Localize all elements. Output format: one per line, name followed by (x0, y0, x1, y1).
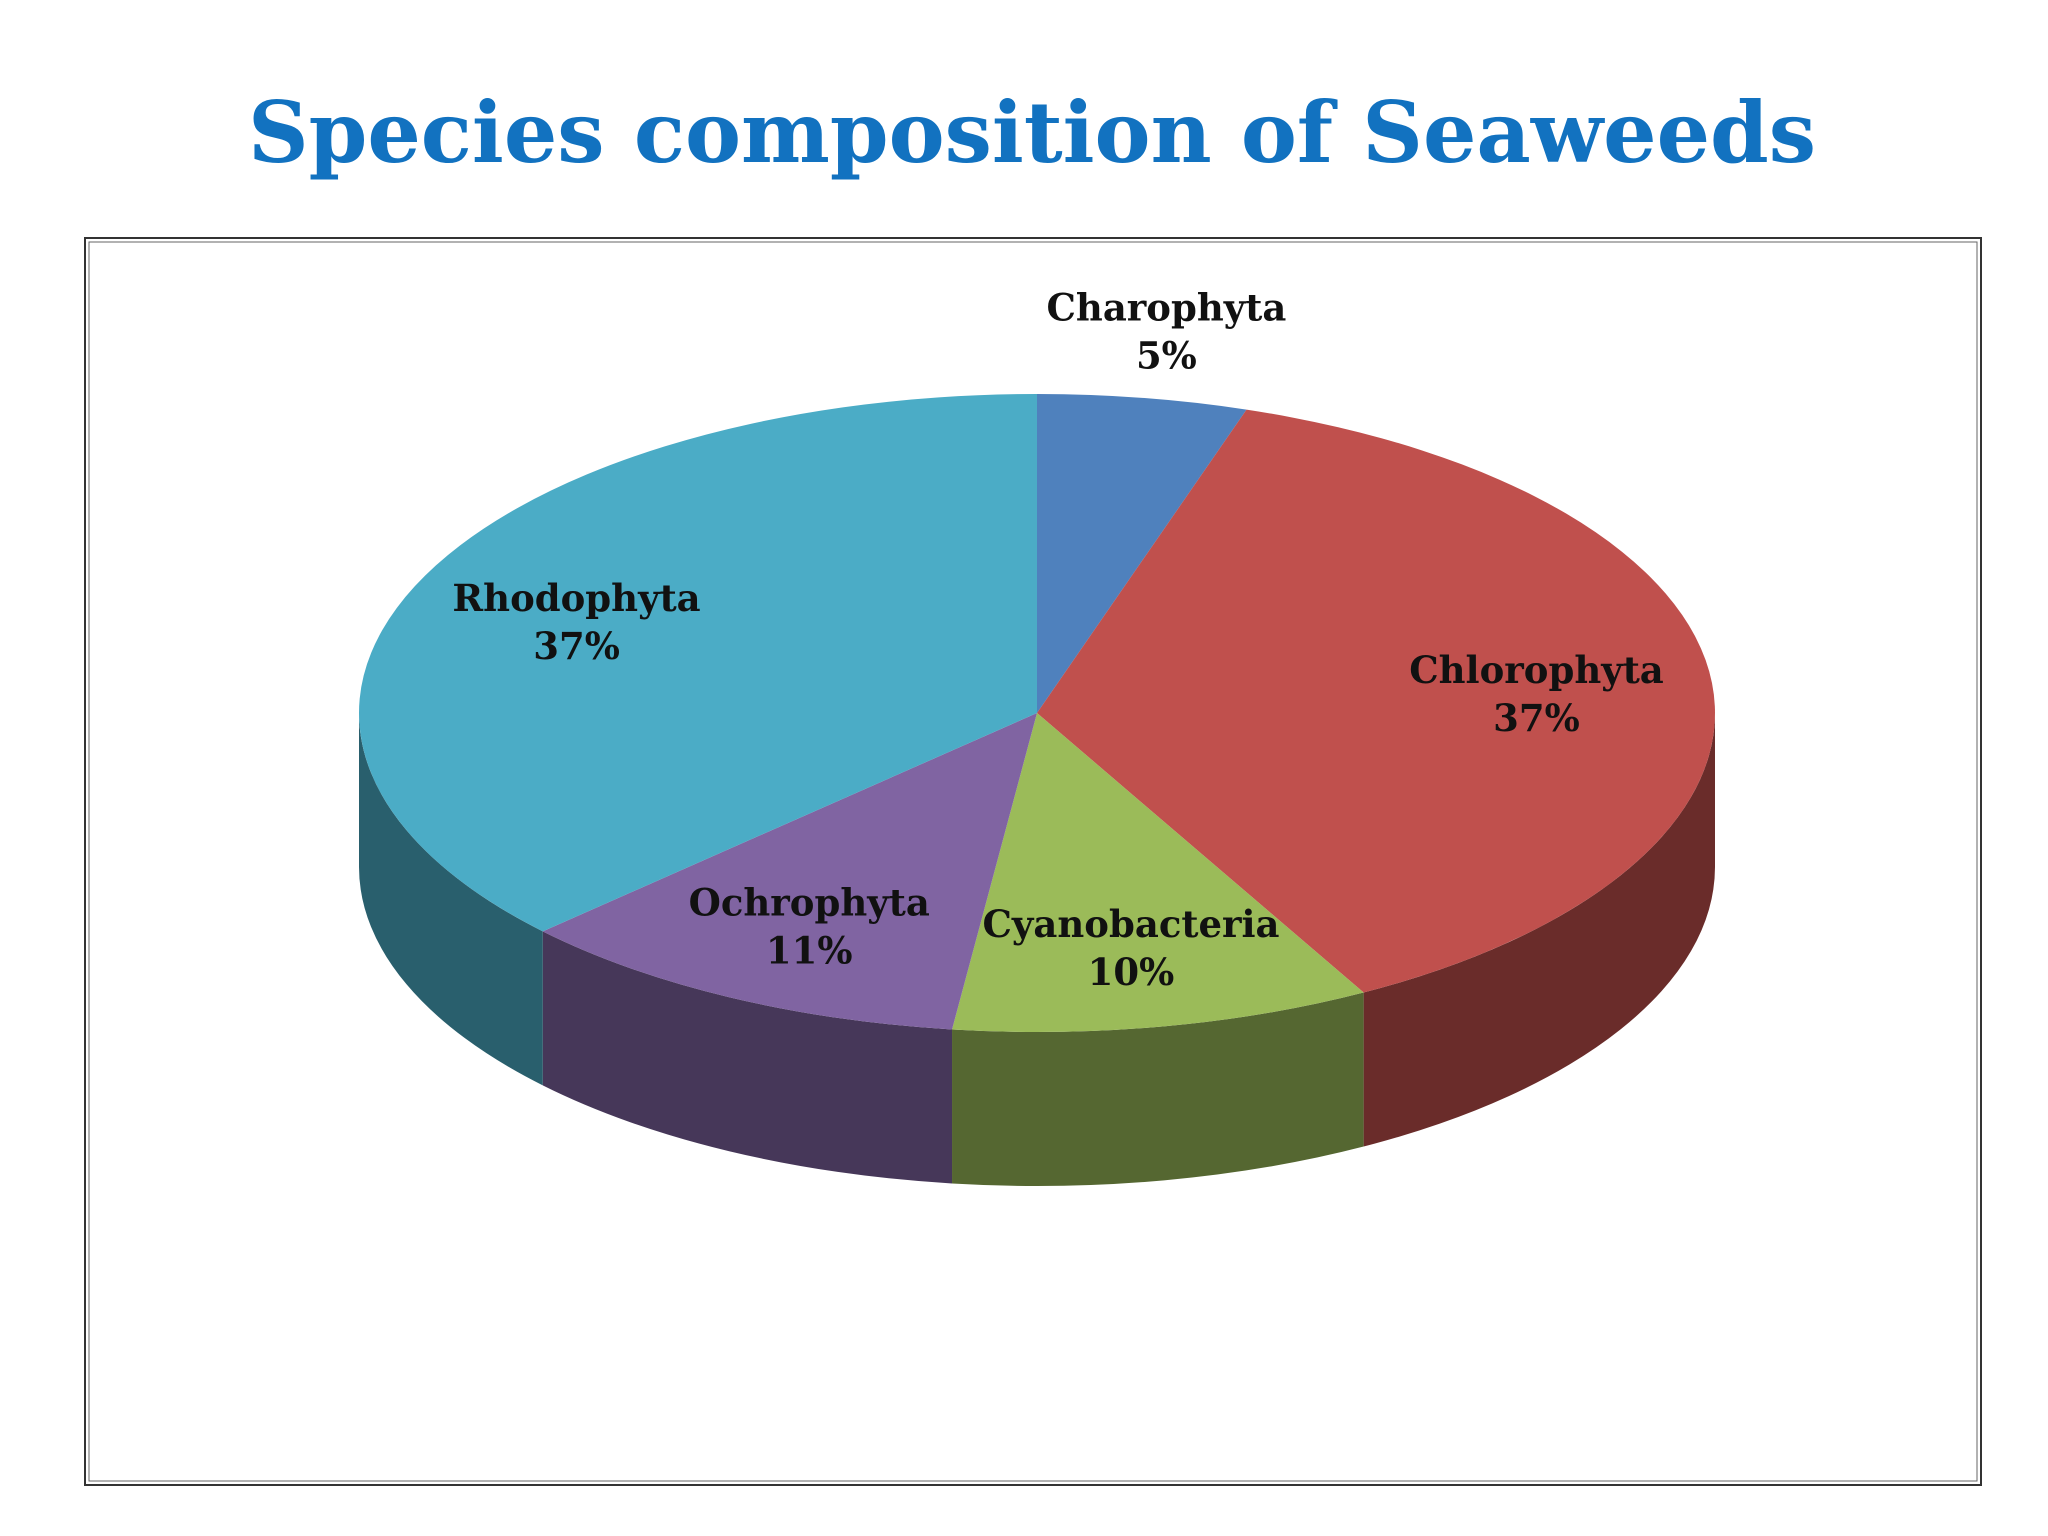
slice (542, 713, 1037, 1030)
slice-side (1363, 713, 1715, 1147)
data-label-value: 37% (1493, 696, 1580, 740)
data-label-value: 11% (766, 928, 853, 972)
chart-title: Species composition of Seaweeds (248, 83, 1816, 182)
slice (358, 394, 1037, 932)
slice-side (542, 931, 953, 1184)
data-label-value: 10% (1088, 950, 1175, 994)
data-label-value: 5% (1136, 334, 1197, 378)
chart-frame-inner (88, 241, 1978, 1482)
slice-side (952, 992, 1364, 1186)
slice (1037, 409, 1715, 993)
data-label-name: Charophyta (1046, 286, 1286, 330)
slice-side (359, 713, 543, 1086)
data-label-value: 37% (533, 624, 620, 668)
data-label-name: Ochrophyta (689, 880, 930, 924)
slice (1037, 394, 1247, 713)
data-label-name: Cyanobacteria (982, 902, 1279, 946)
data-label-name: Chlorophyta (1409, 648, 1664, 692)
data-label-name: Rhodophyta (452, 576, 700, 620)
slice (952, 713, 1364, 1032)
